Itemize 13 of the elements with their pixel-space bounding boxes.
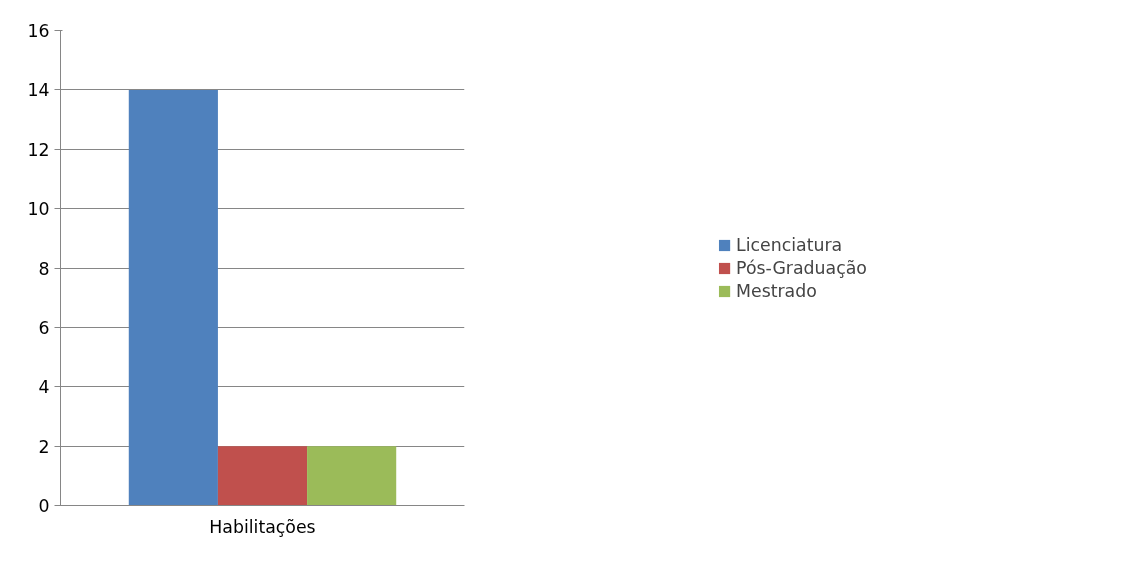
y-tick-label: 4 bbox=[38, 377, 50, 398]
legend-label: Licenciatura bbox=[736, 234, 843, 255]
x-tick-label: Habilitações bbox=[209, 516, 316, 537]
y-tick-label: 8 bbox=[38, 258, 50, 279]
y-tick-label: 12 bbox=[27, 139, 50, 160]
y-tick-label: 0 bbox=[38, 496, 50, 516]
y-tick-label: 16 bbox=[27, 21, 50, 41]
y-tick-label: 6 bbox=[38, 317, 50, 338]
y-tick-label: 10 bbox=[27, 199, 50, 220]
y-tick-label: 14 bbox=[27, 80, 50, 101]
y-tick-label: 2 bbox=[38, 436, 50, 457]
legend-label: Mestrado bbox=[736, 280, 817, 301]
legend-label: Pós-Graduação bbox=[736, 257, 867, 278]
